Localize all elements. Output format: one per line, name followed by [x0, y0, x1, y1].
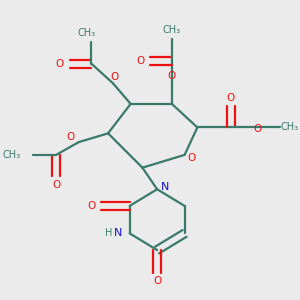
Text: O: O: [168, 71, 176, 81]
Text: O: O: [226, 93, 235, 103]
Text: O: O: [136, 56, 145, 66]
Text: N: N: [161, 182, 169, 192]
Text: O: O: [52, 180, 60, 190]
Text: CH₃: CH₃: [163, 25, 181, 35]
Text: O: O: [67, 132, 75, 142]
Text: H: H: [105, 228, 112, 239]
Text: CH₃: CH₃: [3, 150, 21, 160]
Text: O: O: [87, 201, 95, 211]
Text: O: O: [111, 72, 119, 82]
Text: O: O: [253, 124, 261, 134]
Text: O: O: [187, 153, 196, 163]
Text: CH₃: CH₃: [280, 122, 298, 132]
Text: O: O: [56, 59, 64, 69]
Text: N: N: [113, 228, 122, 239]
Text: CH₃: CH₃: [77, 28, 95, 38]
Text: O: O: [153, 277, 161, 286]
